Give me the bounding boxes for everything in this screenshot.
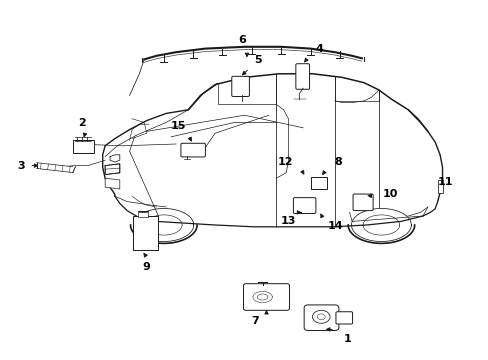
FancyBboxPatch shape <box>231 76 249 96</box>
Text: 8: 8 <box>333 157 341 167</box>
FancyBboxPatch shape <box>335 312 352 324</box>
FancyBboxPatch shape <box>181 143 205 157</box>
Polygon shape <box>105 178 120 189</box>
FancyBboxPatch shape <box>295 64 309 89</box>
Text: 14: 14 <box>327 221 343 231</box>
Text: 9: 9 <box>142 262 150 272</box>
Text: 1: 1 <box>343 334 351 344</box>
Text: 4: 4 <box>315 44 323 54</box>
FancyBboxPatch shape <box>310 177 326 189</box>
Bar <box>138 212 147 217</box>
Polygon shape <box>105 164 120 175</box>
Text: 3: 3 <box>17 161 24 171</box>
Text: 6: 6 <box>238 35 245 45</box>
Text: 13: 13 <box>280 216 295 226</box>
Text: 11: 11 <box>437 177 452 187</box>
Text: 2: 2 <box>78 118 85 128</box>
Text: 10: 10 <box>382 189 397 199</box>
FancyBboxPatch shape <box>352 194 372 211</box>
FancyBboxPatch shape <box>73 140 94 153</box>
FancyBboxPatch shape <box>293 198 315 213</box>
Bar <box>133 216 158 250</box>
Polygon shape <box>37 163 75 172</box>
Circle shape <box>317 314 325 320</box>
Polygon shape <box>134 208 193 242</box>
Text: 12: 12 <box>277 157 293 167</box>
Text: 15: 15 <box>170 121 185 131</box>
Text: 7: 7 <box>251 316 259 326</box>
FancyBboxPatch shape <box>243 284 289 310</box>
Polygon shape <box>437 180 442 193</box>
FancyBboxPatch shape <box>304 305 338 330</box>
Text: 5: 5 <box>254 55 262 65</box>
Polygon shape <box>351 208 410 242</box>
Circle shape <box>312 310 329 323</box>
